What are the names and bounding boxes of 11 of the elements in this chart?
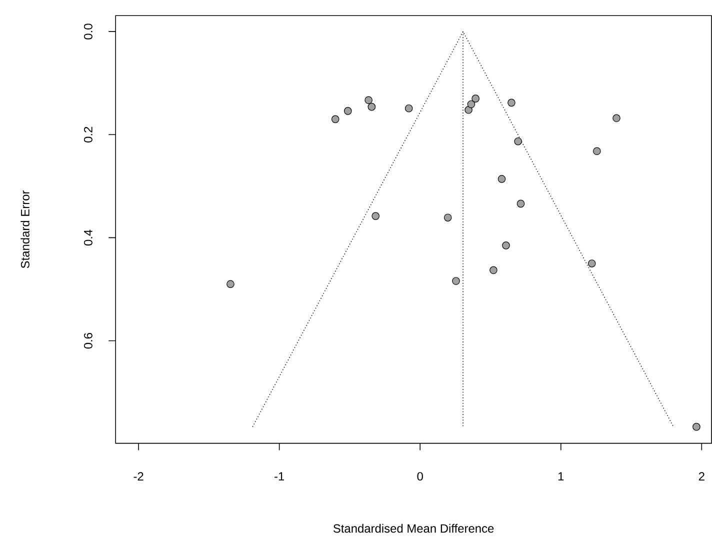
x-tick-label: 2 (698, 472, 704, 480)
y-tick-label: 0.2 (84, 126, 92, 142)
y-tick-label: 0.4 (84, 230, 92, 246)
x-tick-label: -2 (134, 472, 144, 480)
x-tick-label: 0 (417, 472, 423, 481)
x-axis-title: Standardised Mean Difference (333, 524, 494, 533)
x-tick-label: 1 (558, 472, 564, 480)
y-tick-label: 0.0 (84, 24, 92, 40)
x-tick-label: -1 (274, 472, 284, 480)
y-axis-title: Standard Error (20, 190, 30, 268)
y-tick-label: 0.6 (84, 332, 92, 349)
